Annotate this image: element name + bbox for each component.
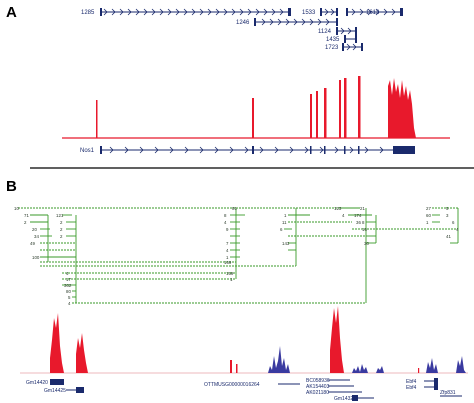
coverage-track-a [62, 76, 450, 139]
svg-text:20: 20 [32, 227, 37, 232]
svg-text:8: 8 [362, 220, 365, 225]
svg-text:143: 143 [282, 241, 290, 246]
svg-text:174: 174 [354, 213, 362, 218]
svg-text:80: 80 [66, 289, 71, 294]
svg-text:159: 159 [226, 271, 234, 276]
transcript-1124: 1124 [318, 27, 357, 35]
svg-text:30: 30 [364, 241, 369, 246]
svg-text:5: 5 [446, 206, 449, 211]
transcript-label-1435: 1435 [326, 37, 340, 43]
gene-label-ebf4-1: Ebf4 [406, 379, 417, 385]
svg-text:4: 4 [68, 301, 71, 306]
panel-a-label: A [6, 4, 17, 21]
gene-label-ottmusg: OTTMUSG00000016264 [204, 382, 260, 388]
svg-text:6: 6 [452, 220, 455, 225]
svg-text:4: 4 [456, 227, 459, 232]
svg-text:8: 8 [224, 213, 227, 218]
transcript-label-1246: 1246 [236, 20, 250, 26]
svg-text:3: 3 [446, 213, 449, 218]
svg-text:41: 41 [446, 234, 451, 239]
transcript-1533: 1533 [302, 8, 338, 16]
svg-text:169: 169 [224, 260, 232, 265]
panel-b-label: B [6, 178, 17, 195]
svg-text:4: 4 [226, 248, 229, 253]
transcript-1435: 1435 [326, 35, 357, 43]
transcript-label-1533: 1533 [302, 10, 316, 16]
gene-label-nos1: Nos1 [80, 148, 95, 154]
svg-text:5: 5 [68, 295, 71, 300]
svg-text:16: 16 [362, 227, 367, 232]
gene-models-b: Gm14420 Gm14425 OTTMUSG00000016264 BC058… [26, 378, 462, 402]
gene-label-ak021180: AK021180 [306, 390, 329, 396]
transcript-label-1124: 1124 [318, 29, 332, 35]
transcript-1613: 1613 [346, 8, 403, 16]
svg-text:4: 4 [342, 213, 345, 218]
gene-label-zfp831: Zfp831 [440, 390, 456, 396]
green-transcripts [18, 207, 459, 304]
svg-text:1: 1 [284, 213, 287, 218]
transcript-label-1613: 1613 [366, 10, 380, 16]
svg-text:4: 4 [66, 271, 69, 276]
svg-text:121: 121 [56, 213, 64, 218]
svg-text:17: 17 [66, 277, 71, 282]
transcript-1246: 1246 [236, 18, 338, 26]
panel-a-graphic: 1285 1533 1613 1246 [30, 8, 474, 169]
svg-text:81: 81 [232, 206, 237, 211]
gene-label-bc058936: BC058936 [306, 378, 330, 384]
svg-text:27: 27 [426, 206, 431, 211]
svg-text:2: 2 [60, 220, 63, 225]
svg-text:4: 4 [224, 220, 227, 225]
gene-label-ebf4-2: Ebf4 [406, 385, 417, 391]
svg-text:2: 2 [60, 227, 63, 232]
svg-text:123: 123 [334, 206, 342, 211]
transcript-label-1285: 1285 [81, 10, 95, 16]
svg-text:21: 21 [360, 206, 365, 211]
svg-text:10: 10 [14, 206, 19, 211]
gene-label-gm14425: Gm14425 [44, 388, 66, 394]
svg-text:60: 60 [426, 213, 431, 218]
svg-text:2: 2 [24, 220, 27, 225]
transcript-label-1723: 1723 [325, 45, 339, 51]
gene-label-gm14324: Gm14324 [334, 396, 356, 402]
row-numbers: 10 81 123 21 27 5 71 121 8 1 4 174 60 3 … [14, 206, 459, 306]
transcript-1285: 1285 [81, 8, 291, 16]
coverage-track-b [20, 306, 468, 374]
svg-text:7: 7 [226, 241, 229, 246]
transcript-1723: 1723 [325, 43, 363, 51]
svg-text:9: 9 [226, 227, 229, 232]
svg-text:1: 1 [426, 220, 429, 225]
svg-text:302: 302 [64, 283, 72, 288]
gene-label-ak154403: AK154403 [306, 384, 330, 390]
gene-model-nos1: Nos1 [80, 146, 415, 154]
panel-b-graphic: 10 81 123 21 27 5 71 121 8 1 4 174 60 3 … [14, 206, 468, 402]
panel-a: A 1285 1533 1613 [0, 0, 474, 170]
svg-text:71: 71 [24, 213, 29, 218]
svg-text:2: 2 [60, 234, 63, 239]
gene-label-gm14420: Gm14420 [26, 380, 48, 386]
svg-text:11: 11 [282, 220, 287, 225]
svg-text:1: 1 [226, 255, 229, 260]
svg-text:34: 34 [34, 234, 39, 239]
svg-text:6: 6 [280, 227, 283, 232]
svg-text:49: 49 [30, 241, 35, 246]
svg-text:1: 1 [230, 277, 233, 282]
panel-b: B [0, 178, 474, 403]
svg-text:36: 36 [356, 220, 361, 225]
svg-text:100: 100 [32, 255, 40, 260]
